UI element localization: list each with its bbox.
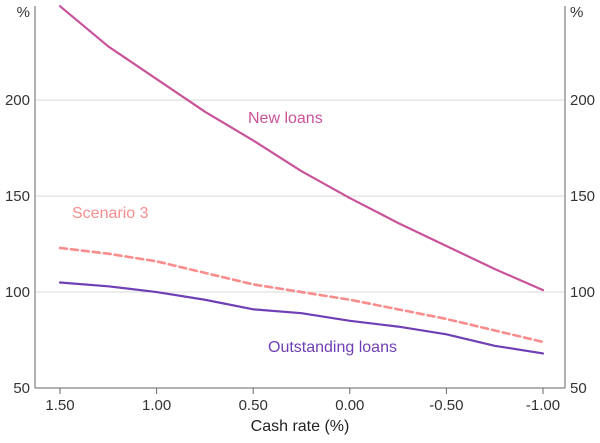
y-unit-left: % — [17, 4, 30, 21]
series-line-outstanding-loans — [58, 281, 545, 355]
y-tick-label-right: 50 — [570, 380, 587, 397]
x-tick-label: 1.50 — [45, 397, 74, 414]
y-tick-label-left: 100 — [5, 284, 30, 301]
y-tick-label-right: 100 — [570, 284, 595, 301]
series-label-outstanding-loans: Outstanding loans — [268, 339, 397, 356]
series-label-new-loans: New loans — [248, 110, 323, 127]
series-line-scenario-3 — [58, 246, 545, 344]
y-tick-label-left: 200 — [5, 92, 30, 109]
y-tick-label-left: 150 — [5, 188, 30, 205]
series-label-scenario-3: Scenario 3 — [72, 205, 149, 222]
y-unit-right: % — [570, 4, 583, 21]
y-tick-label-left: 50 — [13, 380, 30, 397]
x-tick-label: -0.50 — [429, 397, 463, 414]
y-tick-label-right: 150 — [570, 188, 595, 205]
series-line-new-loans — [58, 5, 545, 292]
x-tick-label: 1.00 — [142, 397, 171, 414]
y-tick-label-right: 200 — [570, 92, 595, 109]
x-axis-title: Cash rate (%) — [250, 418, 350, 435]
x-tick-label: -1.00 — [526, 397, 560, 414]
x-tick-label: 0.00 — [335, 397, 364, 414]
x-tick-label: 0.50 — [239, 397, 268, 414]
